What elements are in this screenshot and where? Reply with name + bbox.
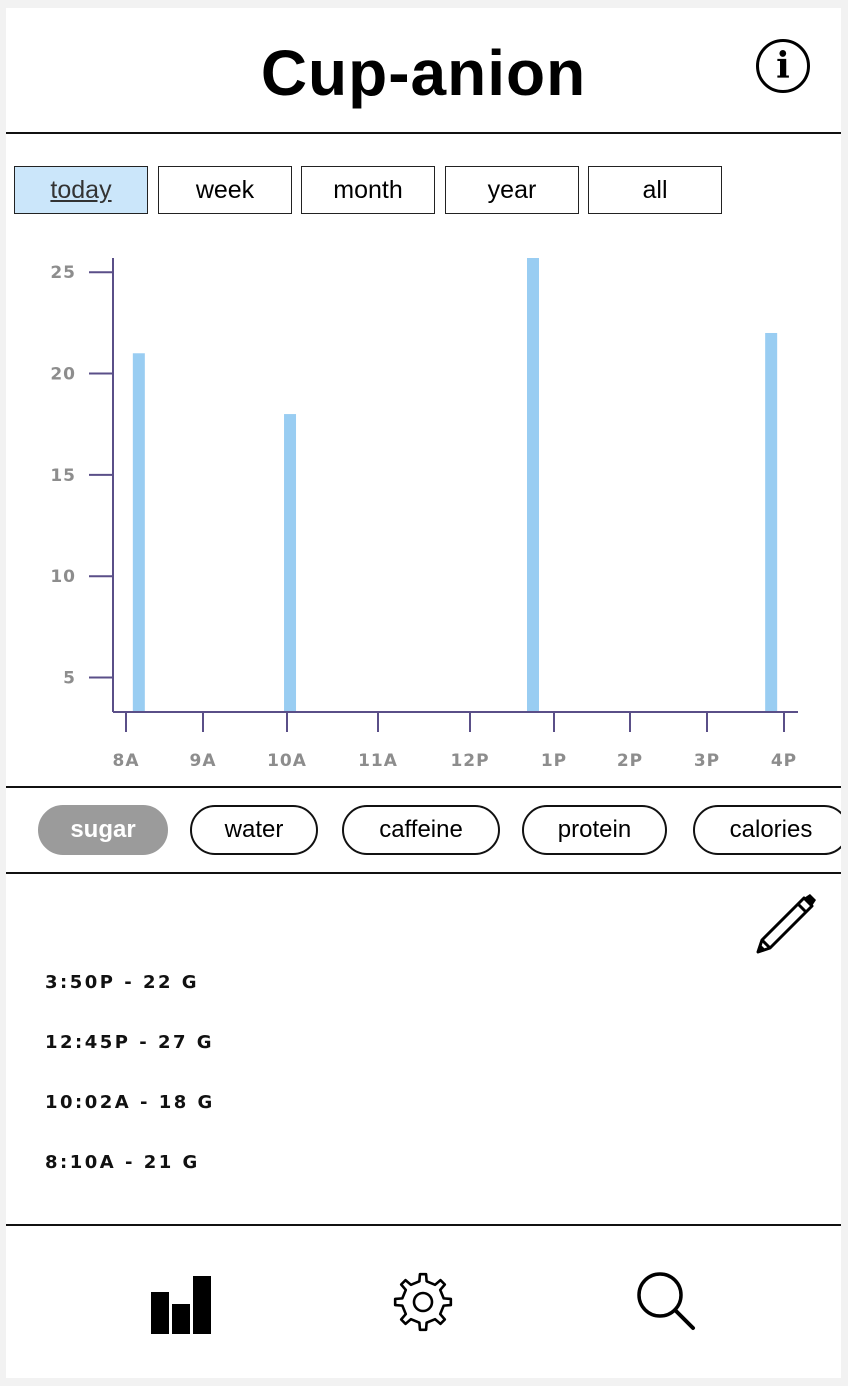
chip-sugar[interactable]: sugar bbox=[38, 805, 168, 855]
tab-all[interactable]: all bbox=[588, 166, 722, 214]
app-screen: Cup-anion i today week month year all 5 1… bbox=[6, 8, 841, 1378]
gear-icon bbox=[393, 1272, 453, 1332]
tab-week[interactable]: week bbox=[158, 166, 292, 214]
info-icon: i bbox=[776, 45, 790, 87]
nav-search-button[interactable] bbox=[636, 1271, 698, 1338]
tab-today[interactable]: today bbox=[14, 166, 148, 214]
bottom-nav bbox=[6, 1224, 841, 1380]
nav-settings-button[interactable] bbox=[392, 1271, 454, 1338]
nav-stats-button[interactable] bbox=[151, 1272, 213, 1339]
x-tick-label: 10A bbox=[267, 751, 307, 771]
x-tick-label: 3P bbox=[694, 751, 720, 771]
edit-button[interactable] bbox=[750, 888, 820, 958]
y-tick-label: 10 bbox=[50, 567, 76, 587]
chip-protein[interactable]: protein bbox=[522, 805, 667, 855]
chip-water[interactable]: water bbox=[190, 805, 318, 855]
chart-bar bbox=[132, 353, 145, 712]
app-title: Cup-anion bbox=[260, 37, 587, 109]
x-tick-label: 9A bbox=[190, 751, 217, 771]
chart-bar bbox=[284, 414, 297, 712]
bar-chart-icon bbox=[151, 1276, 211, 1334]
intake-chart: 5 10 15 20 25 8A 9A 10A 11A 12P 1P 2P 3P 4P bbox=[6, 248, 841, 788]
x-tick-label: 12P bbox=[450, 751, 489, 771]
chip-calories[interactable]: calories bbox=[693, 805, 841, 855]
chart-bar bbox=[765, 332, 778, 712]
y-tick-label: 20 bbox=[50, 365, 76, 385]
x-tick-label: 4P bbox=[771, 751, 797, 771]
y-tick-label: 15 bbox=[50, 466, 76, 486]
chart-bar bbox=[527, 258, 539, 712]
nutrient-selector: sugar water caffeine protein calories bbox=[6, 786, 841, 874]
x-tick-label: 8A bbox=[113, 751, 140, 771]
entry-item[interactable]: 12:45P - 27 G bbox=[45, 1032, 215, 1053]
entry-item[interactable]: 3:50P - 22 G bbox=[45, 972, 200, 993]
pencil-icon bbox=[756, 894, 816, 954]
entry-item[interactable]: 10:02A - 18 G bbox=[45, 1092, 215, 1113]
chip-caffeine[interactable]: caffeine bbox=[342, 805, 500, 855]
x-tick-label: 11A bbox=[358, 751, 398, 771]
info-button[interactable]: i bbox=[756, 39, 810, 93]
y-tick-label: 5 bbox=[63, 669, 76, 689]
bar-chart: 5 10 15 20 25 8A 9A 10A 11A 12P 1P 2P 3P 4P bbox=[50, 258, 798, 771]
tab-month[interactable]: month bbox=[301, 166, 435, 214]
app-header: Cup-anion i bbox=[6, 8, 841, 134]
entry-item[interactable]: 8:10A - 21 G bbox=[45, 1152, 200, 1173]
x-tick-label: 1P bbox=[541, 751, 567, 771]
y-tick-label: 25 bbox=[50, 263, 76, 283]
tab-year[interactable]: year bbox=[445, 166, 579, 214]
x-tick-label: 2P bbox=[617, 751, 643, 771]
search-icon bbox=[637, 1272, 695, 1330]
